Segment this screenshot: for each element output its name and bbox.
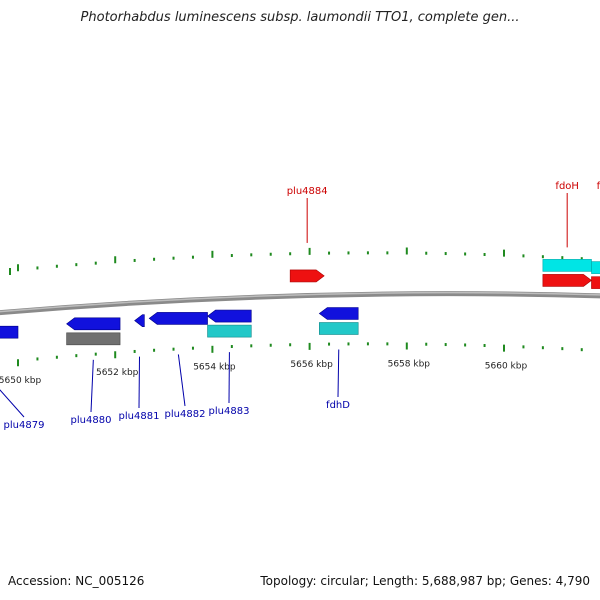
label-leader: [90, 359, 94, 413]
label-leader: [138, 356, 140, 409]
reverse-gene-arrow: [318, 307, 359, 320]
gene-label-fdhD: fdhD: [326, 400, 350, 411]
pseudogene-band: [66, 332, 121, 346]
gene-label-plu4881: plu4881: [119, 411, 160, 422]
genome-backbone: [0, 291, 600, 316]
scale-label: 5656 kbp: [290, 360, 333, 370]
gene-label-plu4882: plu4882: [165, 409, 206, 420]
forward-gene-arrow: [591, 276, 600, 289]
scale-label: 5650 kbp: [0, 376, 41, 386]
gene-label-fdoH: fdoH: [555, 181, 579, 192]
label-leader: [337, 349, 340, 398]
reverse-gene-arrow: [134, 314, 145, 327]
gene-label-fdoI: fdoI: [597, 181, 600, 192]
map-title: Photorhabdus luminescens subsp. laumondi…: [80, 10, 520, 25]
scale-label: 5654 kbp: [193, 363, 236, 373]
cds-band: [542, 259, 592, 272]
forward-gene-arrow: [289, 269, 325, 283]
gene-labels: 5650 kbp 5652 kbp 5654 kbp 5656 kbp 5658 kbp…: [0, 181, 600, 431]
gene-label-plu4883: plu4883: [209, 406, 250, 417]
label-leader: [0, 389, 25, 418]
reverse-gene-arrow: [66, 317, 121, 331]
gene-label-plu4879: plu4879: [4, 420, 45, 431]
accession-label: Accession: NC_005126: [8, 574, 145, 588]
reverse-gene-arrow: [207, 309, 252, 323]
label-leader: [177, 354, 186, 407]
reverse-gene-arrow: [148, 312, 208, 325]
genome-backbone-highlight: [0, 291, 600, 313]
cds-band: [207, 324, 252, 338]
scale-label: 5652 kbp: [96, 368, 139, 378]
gene-label-plu4880: plu4880: [71, 415, 112, 426]
forward-gene-arrow: [542, 274, 592, 287]
gene-features: [0, 269, 600, 339]
cds-band: [591, 261, 600, 274]
scale-label: 5658 kbp: [388, 360, 431, 370]
scale-label: 5660 kbp: [485, 362, 528, 372]
cds-bands: [66, 259, 600, 346]
tick-marks: [9, 247, 583, 367]
cds-band: [319, 322, 359, 335]
topology-summary: Topology: circular; Length: 5,688,987 bp…: [260, 574, 590, 588]
reverse-gene-arrow: [0, 325, 19, 339]
gene-label-plu4884: plu4884: [287, 186, 328, 197]
